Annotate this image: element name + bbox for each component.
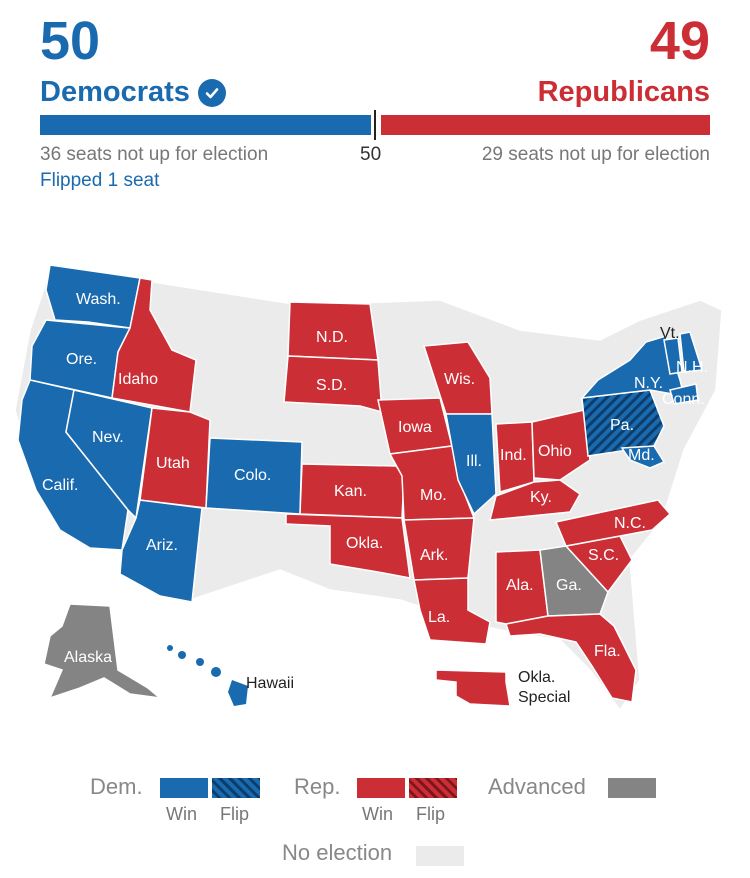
- democrats-label-text: Democrats: [40, 76, 190, 108]
- state-illinois[interactable]: [445, 413, 497, 516]
- state-vermont[interactable]: [663, 337, 683, 375]
- state-hawaii[interactable]: [167, 645, 248, 706]
- state-maryland[interactable]: [620, 445, 666, 469]
- senate-results-map: Wash. Ore. Calif. Nev. Ariz. Idaho Utah …: [14, 264, 723, 712]
- state-florida[interactable]: [505, 613, 637, 703]
- legend-advanced-swatch: [608, 778, 656, 798]
- flipped-seat-text: Flipped 1 seat: [40, 170, 160, 191]
- label-hawaii: Hawaii: [246, 675, 294, 692]
- state-new-hampshire[interactable]: [679, 331, 703, 373]
- label-california: Calif.: [42, 477, 78, 494]
- legend-dem-label: Dem.: [90, 774, 143, 799]
- label-colorado: Colo.: [234, 467, 271, 484]
- label-oklahoma-special-2: Special: [518, 689, 570, 706]
- state-idaho[interactable]: [111, 277, 197, 413]
- legend-advanced-label: Advanced: [488, 774, 586, 799]
- state-connecticut[interactable]: [669, 383, 699, 405]
- legend-rep-win-label: Win: [362, 804, 393, 824]
- check-icon: [197, 78, 226, 107]
- state-ohio[interactable]: [531, 409, 591, 481]
- republicans-label: Republicans: [537, 76, 710, 108]
- label-maryland: Md.: [628, 447, 655, 464]
- legend-no-election-swatch: [416, 846, 464, 866]
- state-georgia[interactable]: [539, 545, 609, 617]
- republicans-seat-bar: [381, 115, 710, 135]
- label-south-carolina: S.C.: [588, 547, 619, 564]
- label-idaho: Idaho: [118, 371, 158, 388]
- state-oklahoma-special[interactable]: [435, 669, 511, 707]
- legend-dem-flip-swatch: [212, 778, 260, 798]
- republicans-not-up-text: 29 seats not up for election: [481, 144, 710, 165]
- label-illinois: Ill.: [466, 453, 482, 470]
- label-florida: Fla.: [594, 643, 621, 660]
- label-pennsylvania: Pa.: [610, 417, 634, 434]
- label-south-dakota: S.D.: [316, 377, 347, 394]
- label-kentucky: Ky.: [530, 489, 552, 506]
- label-connecticut: Conn.: [662, 391, 705, 408]
- state-louisiana[interactable]: [413, 577, 491, 645]
- legend-dem-flip-label: Flip: [220, 804, 250, 824]
- label-indiana: Ind.: [500, 447, 527, 464]
- legend-no-election-label: No election: [282, 840, 393, 865]
- state-alaska[interactable]: [43, 603, 163, 700]
- democrats-label: Democrats: [40, 76, 226, 109]
- label-washington: Wash.: [76, 291, 121, 308]
- legend-rep-flip-label: Flip: [416, 804, 446, 824]
- state-oklahoma[interactable]: [285, 513, 411, 579]
- label-oklahoma-special-1: Okla.: [518, 669, 555, 686]
- label-missouri: Mo.: [420, 487, 447, 504]
- democrats-seat-count: 50: [40, 11, 101, 71]
- label-nevada: Nev.: [92, 429, 124, 446]
- label-iowa: Iowa: [398, 419, 432, 436]
- label-alaska: Alaska: [64, 649, 112, 666]
- label-georgia: Ga.: [556, 577, 582, 594]
- label-ohio: Ohio: [538, 443, 572, 460]
- label-north-carolina: N.C.: [614, 515, 646, 532]
- legend-rep-flip-swatch: [409, 778, 457, 798]
- legend-rep-win-swatch: [357, 778, 405, 798]
- label-alabama: Ala.: [506, 577, 534, 594]
- state-north-carolina[interactable]: [554, 499, 672, 547]
- label-oregon: Ore.: [66, 351, 97, 368]
- legend-rep-label: Rep.: [294, 774, 341, 799]
- democrats-seat-bar: [40, 115, 371, 135]
- democrats-not-up-text: 36 seats not up for election: [40, 144, 269, 165]
- republicans-seat-count: 49: [649, 11, 710, 71]
- state-kentucky[interactable]: [489, 479, 581, 521]
- label-oklahoma: Okla.: [346, 535, 383, 552]
- label-kansas: Kan.: [334, 483, 367, 500]
- label-north-dakota: N.D.: [316, 329, 348, 346]
- label-wisconsin: Wis.: [444, 371, 475, 388]
- state-wisconsin[interactable]: [422, 341, 493, 415]
- legend-dem-win-label: Win: [166, 804, 197, 824]
- state-new-york[interactable]: [580, 335, 686, 399]
- label-new-york: N.Y.: [634, 375, 663, 392]
- label-vermont: Vt.: [660, 325, 680, 342]
- majority-marker: [374, 110, 376, 140]
- label-arizona: Ariz.: [146, 537, 178, 554]
- state-south-dakota[interactable]: [283, 355, 383, 414]
- label-louisiana: La.: [428, 609, 450, 626]
- legend-dem-win-swatch: [160, 778, 208, 798]
- label-new-hampshire: N.H.: [676, 359, 708, 376]
- majority-mark-label: 50: [360, 144, 382, 165]
- label-utah: Utah: [156, 455, 190, 472]
- label-arkansas: Ark.: [420, 547, 448, 564]
- state-nevada[interactable]: [65, 389, 153, 520]
